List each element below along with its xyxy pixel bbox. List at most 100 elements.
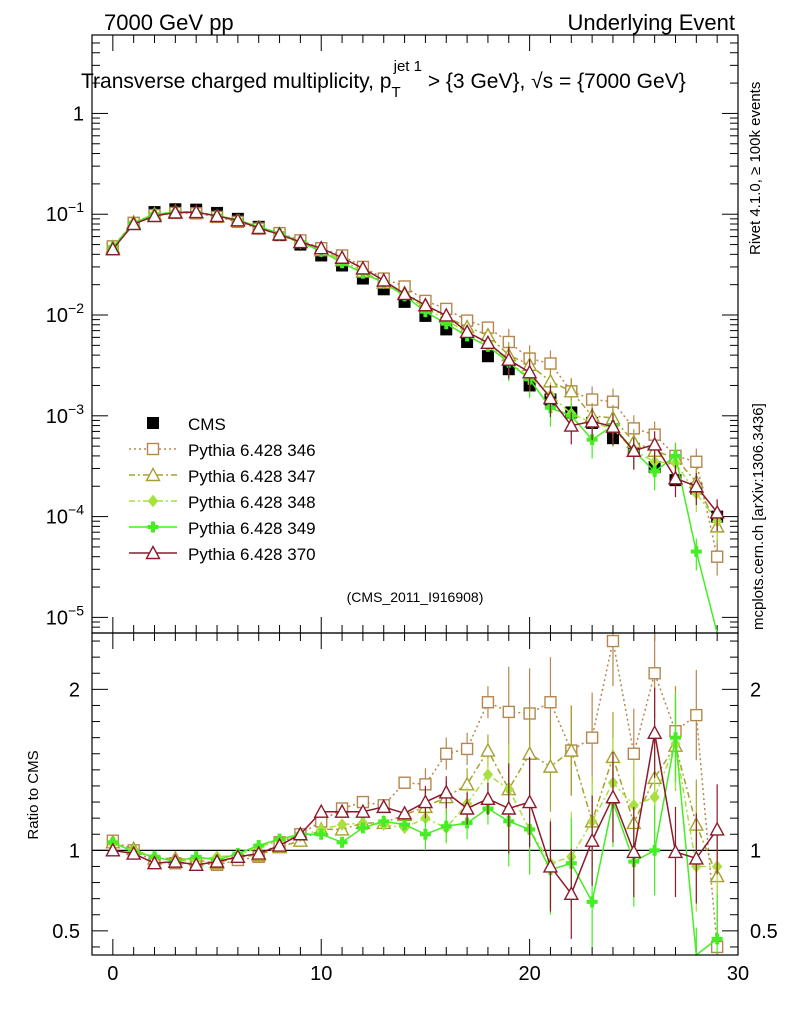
ratio-panel-series	[105, 633, 725, 957]
series-347-ratio-line	[112, 743, 718, 877]
main-y-tick-label: 10−4	[46, 502, 84, 529]
legend-series-marker	[145, 545, 161, 560]
series-370-marker	[167, 204, 184, 219]
series-370-ratio-marker	[188, 856, 204, 872]
main-title: Transverse charged multiplicity, pTjet 1…	[81, 58, 686, 101]
tick-base: 10	[46, 204, 68, 226]
legend-series-marker	[147, 521, 159, 533]
main-y-tick-label: 10−3	[46, 401, 84, 428]
legend-series-label: Pythia 6.428 346	[188, 441, 316, 460]
series-370-ratio-marker	[146, 855, 163, 870]
series-346-ratio-marker	[460, 742, 474, 756]
tick-base: 10	[46, 305, 68, 327]
series-370-ratio-marker	[521, 794, 538, 809]
x-tick-label: 0	[107, 963, 118, 985]
series-370-ratio-marker	[646, 724, 663, 740]
series-370-marker	[605, 418, 621, 433]
series-370-marker	[396, 285, 413, 301]
tick-exponent: −3	[68, 401, 84, 417]
cross-v	[110, 836, 115, 848]
x-tick-label: 20	[518, 963, 540, 985]
series-346-ratio-marker	[648, 667, 661, 680]
cross-v	[381, 815, 386, 827]
series-370-marker	[417, 297, 434, 312]
cross-v	[423, 306, 428, 318]
series-346-ratio-marker	[690, 708, 703, 722]
series-349-marker	[690, 546, 702, 558]
series-349-ratio-marker	[399, 819, 411, 831]
series-370-marker	[188, 204, 204, 219]
series-370-marker	[667, 470, 684, 485]
legend: CMS Pythia 6.428 346 Pythia 6.428 347 Pythi…	[129, 415, 316, 564]
series-370-ratio-marker	[209, 853, 225, 868]
series-348-ratio-marker	[482, 768, 494, 781]
title-sub: T	[391, 84, 400, 101]
series-370-marker	[376, 272, 392, 287]
series-370-marker	[146, 208, 163, 223]
series-346-marker	[690, 455, 703, 468]
series-370-marker	[209, 208, 225, 223]
series-370-ratio-marker	[626, 843, 642, 859]
cms-data-point	[481, 350, 494, 363]
series-370-marker	[563, 417, 579, 432]
series-370-ratio-marker	[334, 803, 350, 818]
series-370-marker	[521, 364, 538, 379]
series-370-ratio-marker	[376, 798, 392, 814]
series-370-marker	[459, 323, 475, 339]
series-370-ratio-marker	[605, 789, 621, 804]
series-370-marker	[584, 413, 600, 428]
series-370-marker	[105, 241, 121, 256]
main-y-tick-label: 10−5	[46, 602, 84, 629]
series-346-line	[112, 212, 718, 557]
series-370-ratio-marker	[105, 842, 121, 857]
series-370-marker	[334, 249, 350, 264]
tick-exponent: −4	[68, 502, 84, 518]
cross-v	[256, 840, 261, 852]
series-370-marker	[313, 240, 329, 255]
series-370-ratio-marker	[667, 843, 684, 859]
tick-exponent: −1	[68, 199, 84, 215]
series-349-ratio-marker	[669, 732, 681, 744]
legend-series-label: Pythia 6.428 370	[188, 545, 316, 564]
cross-v	[340, 836, 345, 848]
series-370-ratio-marker	[709, 821, 725, 836]
series-346-marker	[544, 357, 557, 370]
tick-exponent: −2	[68, 300, 84, 316]
series-346-ratio-marker	[440, 747, 453, 760]
cross-v	[194, 851, 199, 863]
series-370-ratio-marker	[292, 826, 309, 841]
series-370-ratio-marker	[438, 784, 454, 799]
series-370-marker	[646, 436, 663, 451]
series-370-marker	[230, 212, 246, 227]
cross-v	[423, 828, 428, 840]
tick-base: 10	[46, 607, 68, 629]
series-370-marker	[292, 234, 309, 249]
tick-base: 1	[73, 103, 84, 125]
title-post: = {7000 GeV}	[553, 70, 686, 93]
x-tick-label: 30	[727, 963, 749, 985]
series-346-marker	[710, 550, 724, 563]
series-349-ratio-marker	[419, 828, 431, 840]
series-349-marker	[440, 318, 452, 330]
ratio-y-tick-label-right: 0.5	[750, 921, 778, 943]
tick-exponent: −5	[68, 602, 84, 618]
series-370-ratio-marker	[480, 790, 496, 806]
cross-v	[444, 820, 449, 832]
legend-series-label: Pythia 6.428 347	[188, 467, 316, 486]
series-370-ratio-marker	[126, 845, 142, 860]
series-370-marker	[480, 334, 496, 350]
cross-v	[694, 546, 699, 558]
cross-v	[673, 450, 678, 462]
series-370-ratio-marker	[167, 853, 184, 868]
legend-series-marker	[145, 467, 161, 482]
cms-data-point	[461, 335, 474, 348]
series-370-ratio-marker	[542, 858, 559, 873]
series-370-marker	[126, 216, 142, 231]
cross-v	[151, 521, 155, 533]
title-sup: jet 1	[393, 58, 422, 75]
legend-cms-marker	[147, 417, 159, 429]
series-370-ratio-marker	[313, 803, 329, 818]
series-370-marker	[542, 390, 559, 405]
ratio-panel-frame	[91, 632, 739, 956]
series-346-ratio-marker	[585, 731, 599, 744]
